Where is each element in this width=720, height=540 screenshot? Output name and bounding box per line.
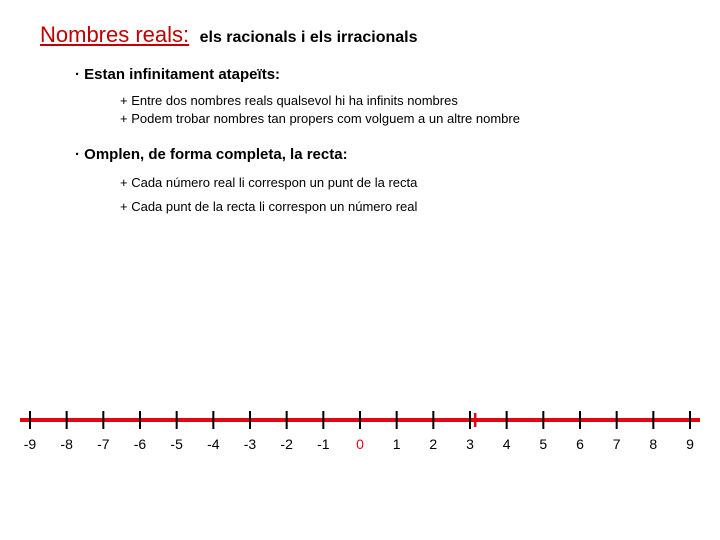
number-line-label: 5 [539, 436, 547, 452]
number-line-label: -5 [170, 436, 182, 452]
number-line-label: 6 [576, 436, 584, 452]
section-heading-2: · Omplen, de forma completa, la recta: [75, 146, 348, 163]
page-title: Nombres reals: [40, 22, 189, 47]
number-line: -9 -8 -7 -6 -5 -4 -3 -2 -1 0 1 2 3 4 5 6 7 8 9 [20, 400, 700, 500]
number-line-label: -4 [207, 436, 219, 452]
number-line-label: 8 [649, 436, 657, 452]
section1-item-1: + Podem trobar nombres tan propers com v… [120, 110, 520, 128]
section2-item-0: + Cada número real li correspon un punt … [120, 174, 417, 192]
number-line-label: 7 [613, 436, 621, 452]
section1-item-0: + Entre dos nombres reals qualsevol hi h… [120, 92, 458, 110]
number-line-label: -9 [24, 436, 36, 452]
number-line-label: -2 [280, 436, 292, 452]
section2-item-1: + Cada punt de la recta li correspon un … [120, 198, 417, 216]
number-line-label: 4 [503, 436, 511, 452]
section-heading-1: · Estan infinitament atapeïts: [75, 66, 280, 83]
number-line-label: 0 [356, 436, 364, 452]
number-line-label: 3 [466, 436, 474, 452]
number-line-label: -7 [97, 436, 109, 452]
number-line-label: 2 [429, 436, 437, 452]
page-subtitle: els racionals i els irracionals [200, 29, 418, 46]
title-row: Nombres reals: els racionals i els irrac… [40, 22, 418, 48]
number-line-label: 9 [686, 436, 694, 452]
slide: Nombres reals: els racionals i els irrac… [0, 0, 720, 540]
number-line-label: -3 [244, 436, 256, 452]
number-line-label: -8 [60, 436, 72, 452]
number-line-label: 1 [393, 436, 401, 452]
number-line-label: -6 [134, 436, 146, 452]
number-line-label: -1 [317, 436, 329, 452]
